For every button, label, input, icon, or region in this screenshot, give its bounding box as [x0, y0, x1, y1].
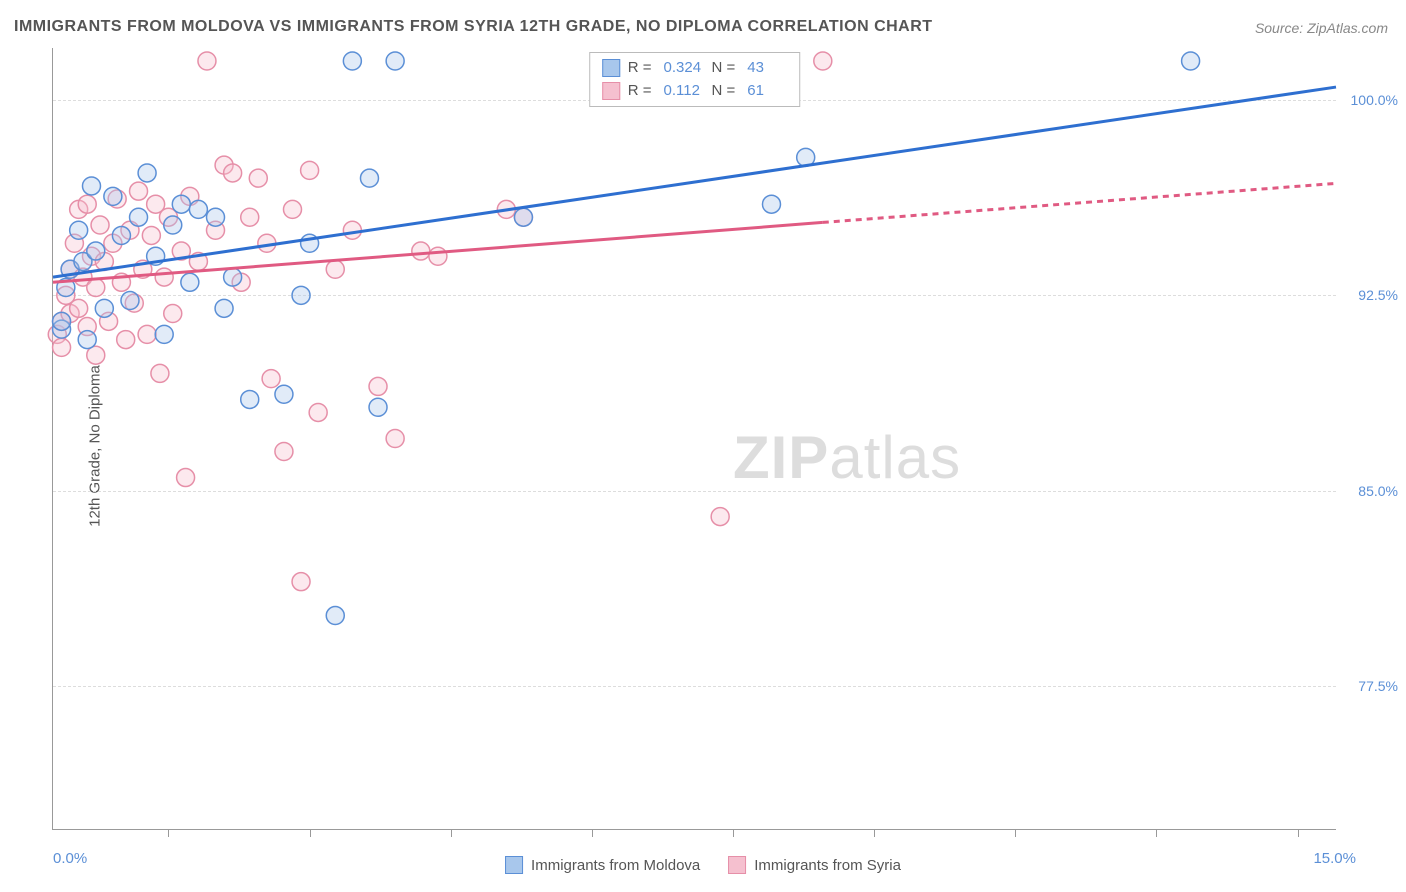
legend-n-label: N =: [712, 80, 736, 103]
y-tick-label: 77.5%: [1358, 678, 1398, 694]
legend-stats-row-syria: R = 0.112 N = 61: [602, 80, 788, 103]
y-tick-label: 100.0%: [1351, 92, 1398, 108]
legend-r-value-moldova: 0.324: [664, 57, 704, 80]
legend-n-value-syria: 61: [747, 80, 787, 103]
legend-n-label: N =: [712, 57, 736, 80]
legend-bottom: Immigrants from Moldova Immigrants from …: [505, 856, 901, 874]
x-max-label: 15.0%: [1313, 850, 1356, 867]
swatch-syria: [728, 856, 746, 874]
source-attribution: Source: ZipAtlas.com: [1255, 20, 1388, 36]
x-min-label: 0.0%: [53, 850, 87, 867]
swatch-moldova: [602, 59, 620, 77]
swatch-syria: [602, 82, 620, 100]
legend-item-moldova: Immigrants from Moldova: [505, 856, 700, 874]
chart-title: IMMIGRANTS FROM MOLDOVA VS IMMIGRANTS FR…: [14, 18, 933, 36]
legend-n-value-moldova: 43: [747, 57, 787, 80]
plot-area: ZIPatlas 77.5%85.0%92.5%100.0% 0.0% 15.0…: [52, 48, 1336, 830]
correlation-chart: IMMIGRANTS FROM MOLDOVA VS IMMIGRANTS FR…: [0, 0, 1406, 892]
y-tick-label: 92.5%: [1358, 287, 1398, 303]
plot-svg: [53, 48, 1336, 829]
legend-label-moldova: Immigrants from Moldova: [531, 857, 700, 874]
legend-stats-row-moldova: R = 0.324 N = 43: [602, 57, 788, 80]
legend-r-value-syria: 0.112: [664, 80, 704, 103]
legend-r-label: R =: [628, 80, 652, 103]
legend-label-syria: Immigrants from Syria: [754, 857, 901, 874]
swatch-moldova: [505, 856, 523, 874]
legend-r-label: R =: [628, 57, 652, 80]
legend-item-syria: Immigrants from Syria: [728, 856, 901, 874]
y-tick-label: 85.0%: [1358, 483, 1398, 499]
legend-stats: R = 0.324 N = 43 R = 0.112 N = 61: [589, 52, 801, 107]
